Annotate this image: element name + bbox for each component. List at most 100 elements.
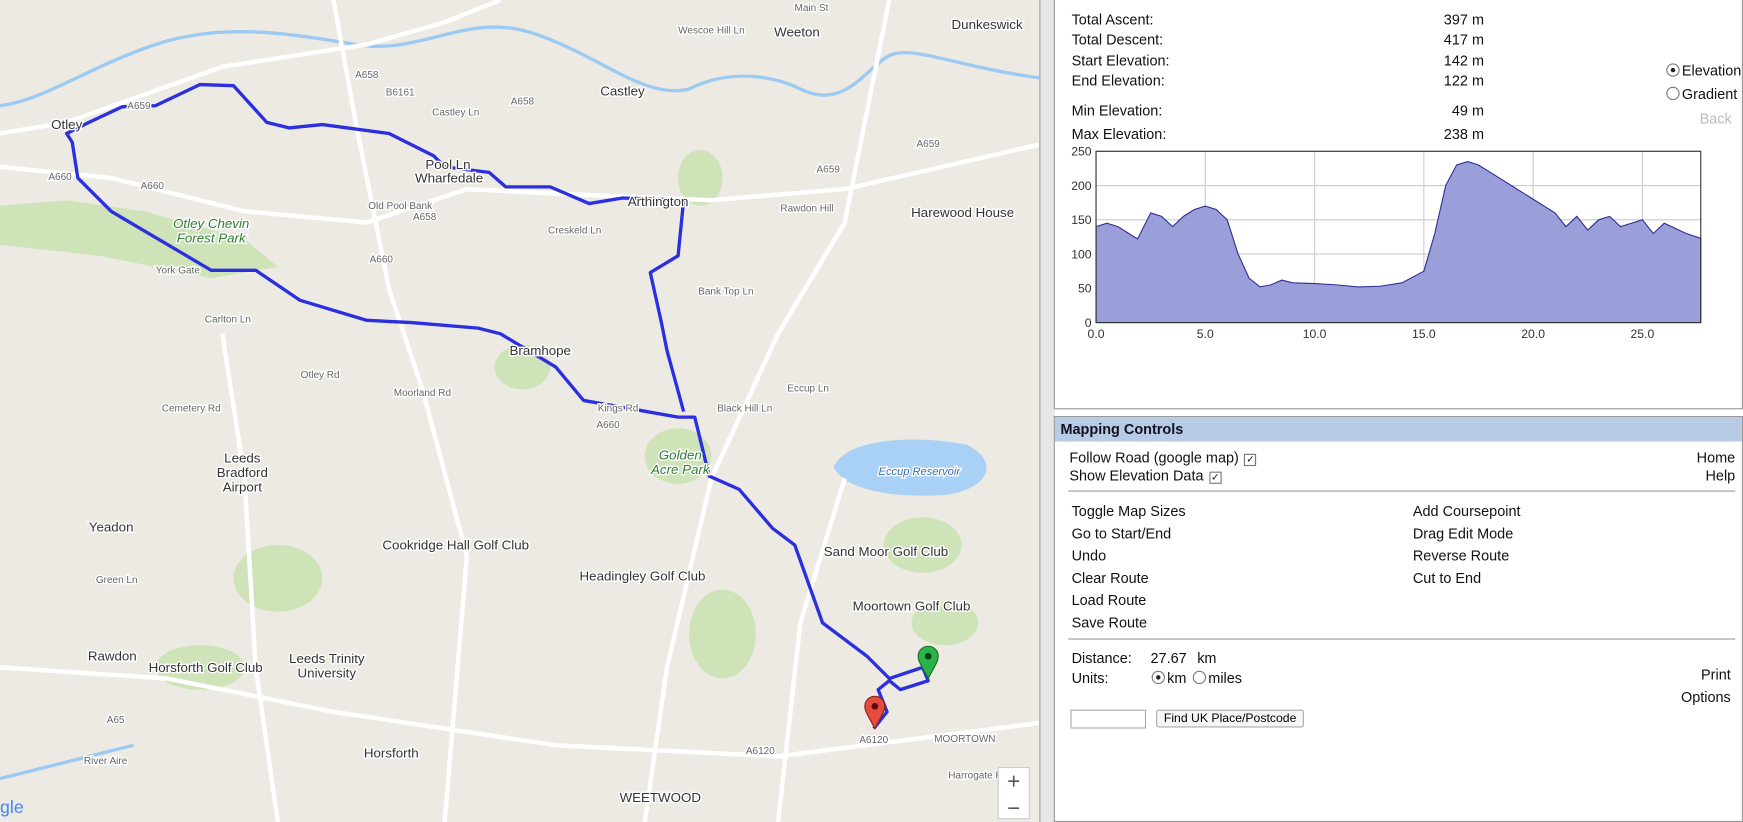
map-label: Wescoe Hill Ln bbox=[678, 25, 744, 36]
y-tick-label: 150 bbox=[1071, 213, 1092, 227]
map-label: Forest Park bbox=[177, 230, 247, 245]
map-logo: gle bbox=[0, 797, 24, 817]
map-label: A660 bbox=[141, 181, 165, 192]
map-label: A660 bbox=[370, 255, 394, 266]
find-button[interactable]: Find UK Place/Postcode bbox=[1156, 709, 1305, 728]
map-label: Castley bbox=[600, 84, 645, 99]
map-label: River Aire bbox=[84, 756, 128, 767]
map-label: Harewood House bbox=[911, 205, 1014, 220]
map[interactable]: Otley A659 B6161 A658 Castley Ln Castley Weeto… bbox=[0, 0, 1040, 822]
map-label: Acre Park bbox=[650, 462, 711, 477]
map-label: Golden bbox=[659, 447, 702, 462]
map-label: Weeton bbox=[774, 25, 820, 40]
y-tick-label: 100 bbox=[1071, 247, 1092, 261]
distance-unit: km bbox=[1197, 649, 1217, 667]
action-link[interactable]: Add Coursepoint bbox=[1412, 502, 1521, 520]
map-label: Green Ln bbox=[96, 575, 138, 586]
map-label: Old Pool Bank bbox=[368, 201, 433, 212]
x-tick-label: 20.0 bbox=[1521, 327, 1545, 341]
controls-panel: Mapping Controls Follow Road (google map… bbox=[1053, 416, 1743, 822]
unit-km[interactable]: km bbox=[1151, 669, 1187, 687]
x-tick-label: 15.0 bbox=[1412, 327, 1436, 341]
map-label: A660 bbox=[48, 172, 72, 183]
place-input[interactable] bbox=[1070, 709, 1147, 729]
elevation-area bbox=[1095, 160, 1702, 324]
stat-value: 397 m bbox=[1443, 11, 1484, 28]
map-label: Horsforth bbox=[364, 745, 419, 760]
map-label: Kings Rd bbox=[598, 404, 639, 415]
map-label: Harrogate Rd bbox=[948, 771, 1008, 782]
stat-value: 238 m bbox=[1443, 125, 1484, 142]
opt-elevation[interactable]: Elevation bbox=[1666, 62, 1741, 79]
map-label: MOORTOWN bbox=[934, 734, 995, 745]
map-label: Dunkeswick bbox=[952, 17, 1023, 32]
show-elevation[interactable]: Show Elevation Data ✓ bbox=[1069, 467, 1222, 484]
stats-panel: Total Ascent: 397 m Total Descent: 417 m Sta… bbox=[1053, 0, 1743, 410]
zoom-out[interactable]: − bbox=[1007, 795, 1020, 820]
stat-label: Start Elevation: bbox=[1071, 51, 1170, 69]
map-label: Sand Moor Golf Club bbox=[824, 544, 948, 559]
map-label: Headingley Golf Club bbox=[580, 569, 706, 584]
map-label: A658 bbox=[413, 212, 437, 223]
back-link[interactable]: Back bbox=[1699, 110, 1732, 127]
help-link[interactable]: Help bbox=[1705, 467, 1736, 484]
map-label: Otley bbox=[51, 117, 82, 132]
distance-label: Distance: bbox=[1071, 649, 1132, 667]
action-link[interactable]: Drag Edit Mode bbox=[1412, 525, 1514, 542]
map-label: Carlton Ln bbox=[205, 315, 251, 326]
separator bbox=[1068, 490, 1736, 492]
marker-end[interactable] bbox=[864, 695, 886, 730]
stat-label: Min Elevation: bbox=[1071, 102, 1163, 120]
units-label: Units: bbox=[1071, 669, 1109, 687]
action-link[interactable]: Toggle Map Sizes bbox=[1071, 502, 1186, 520]
map-label: Cookridge Hall Golf Club bbox=[382, 537, 529, 552]
stat-label: Max Elevation: bbox=[1071, 125, 1167, 142]
options-link[interactable]: Options bbox=[1680, 688, 1731, 706]
unit-label: km bbox=[1167, 669, 1187, 687]
stat-value: 122 m bbox=[1443, 72, 1484, 89]
map-label: A6120 bbox=[859, 735, 888, 746]
print-link[interactable]: Print bbox=[1701, 666, 1731, 683]
map-label: Airport bbox=[223, 480, 263, 495]
action-link[interactable]: Go to Start/End bbox=[1071, 525, 1172, 542]
map-label: A659 bbox=[917, 139, 941, 150]
stat-label: Total Ascent: bbox=[1071, 11, 1154, 28]
action-link[interactable]: Reverse Route bbox=[1412, 547, 1510, 564]
distance-value: 27.67 bbox=[1150, 649, 1187, 667]
stat-label: End Elevation: bbox=[1071, 72, 1165, 89]
map-label: York Gate bbox=[156, 266, 201, 277]
zoom-in[interactable]: + bbox=[1007, 769, 1020, 794]
action-link[interactable]: Undo bbox=[1071, 547, 1107, 564]
map-label: Black Hill Ln bbox=[717, 404, 772, 415]
map-label: Wharfedale bbox=[415, 170, 483, 185]
y-tick-label: 50 bbox=[1078, 282, 1092, 296]
map-label: Horsforth Golf Club bbox=[149, 660, 263, 675]
panel-title: Mapping Controls bbox=[1054, 417, 1742, 442]
map-label: A660 bbox=[596, 420, 620, 431]
action-link[interactable]: Save Route bbox=[1071, 613, 1148, 631]
x-tick-label: 5.0 bbox=[1197, 327, 1214, 341]
map-label: Bank Top Ln bbox=[698, 287, 753, 298]
opt-gradient[interactable]: Gradient bbox=[1666, 86, 1737, 102]
map-label: Pool Ln bbox=[425, 157, 470, 172]
stat-value: 417 m bbox=[1443, 31, 1484, 49]
x-tick-label: 25.0 bbox=[1631, 327, 1655, 341]
y-tick-label: 0 bbox=[1085, 316, 1092, 330]
unit-miles[interactable]: miles bbox=[1192, 670, 1242, 686]
home-link[interactable]: Home bbox=[1696, 449, 1736, 467]
action-link[interactable]: Clear Route bbox=[1071, 569, 1149, 587]
y-tick-label: 250 bbox=[1071, 145, 1092, 159]
y-tick-label: 200 bbox=[1071, 179, 1092, 193]
map-label: Castley Ln bbox=[432, 108, 479, 119]
stat-value: 49 m bbox=[1451, 102, 1484, 120]
follow-road[interactable]: Follow Road (google map) ✓ bbox=[1069, 449, 1257, 467]
action-link[interactable]: Cut to End bbox=[1412, 569, 1482, 587]
action-link[interactable]: Load Route bbox=[1071, 591, 1147, 609]
marker-start[interactable] bbox=[917, 645, 939, 680]
option-label: Show Elevation Data bbox=[1069, 467, 1204, 484]
roads bbox=[0, 0, 1040, 822]
map-label: A659 bbox=[127, 101, 151, 112]
map-label: Arthington bbox=[628, 194, 689, 209]
map-label: Rawdon Hill bbox=[780, 203, 833, 214]
